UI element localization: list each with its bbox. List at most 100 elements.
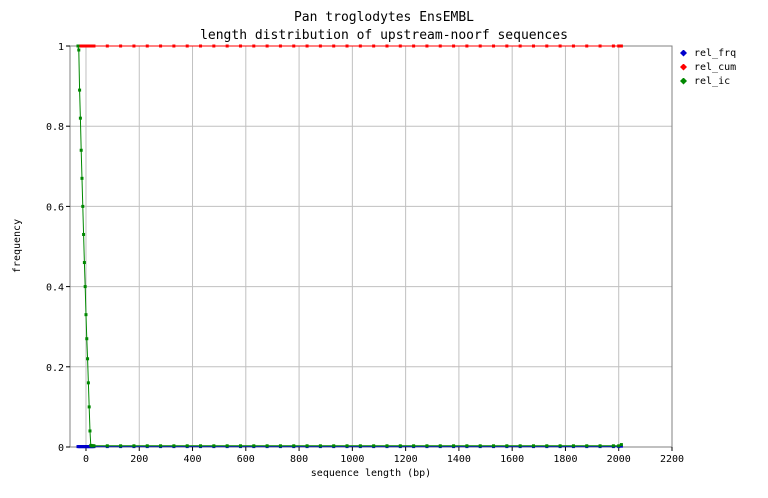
data-point-rel_ic — [88, 429, 92, 433]
x-tick-label: 1000 — [340, 454, 364, 465]
data-point-rel_ic — [398, 444, 402, 448]
data-point-rel_cum — [617, 44, 621, 48]
data-point-rel_ic — [83, 285, 87, 289]
data-point-rel_cum — [505, 44, 509, 48]
data-point-rel_cum — [425, 44, 429, 48]
data-point-rel_ic — [385, 444, 389, 448]
data-point-rel_ic — [80, 176, 84, 180]
data-point-rel_cum — [305, 44, 309, 48]
data-point-rel_ic — [86, 381, 90, 385]
data-point-rel_ic — [145, 444, 149, 448]
series-rel_cum — [76, 44, 623, 48]
data-point-rel_ic — [225, 444, 229, 448]
data-point-rel_ic — [79, 148, 83, 152]
data-point-rel_ic — [87, 405, 91, 409]
data-point-rel_ic — [77, 48, 81, 52]
data-point-rel_cum — [412, 44, 416, 48]
data-point-rel_cum — [385, 44, 389, 48]
data-point-rel_cum — [238, 44, 242, 48]
legend-label: rel_frq — [694, 47, 737, 59]
data-point-rel_cum — [518, 44, 522, 48]
data-point-rel_cum — [332, 44, 336, 48]
data-point-rel_cum — [438, 44, 442, 48]
data-point-rel_ic — [132, 444, 136, 448]
data-point-rel_cum — [105, 44, 109, 48]
data-point-rel_ic — [358, 444, 362, 448]
data-point-rel_ic — [305, 444, 309, 448]
data-point-rel_ic — [372, 444, 376, 448]
data-point-rel_cum — [92, 44, 96, 48]
data-point-rel_ic — [185, 444, 189, 448]
data-point-rel_ic — [518, 444, 522, 448]
data-point-rel_cum — [225, 44, 229, 48]
grid-lines — [70, 45, 673, 448]
data-point-rel_cum — [358, 44, 362, 48]
chart-title: Pan troglodytes EnsEMBL — [293, 10, 474, 25]
data-point-rel_cum — [172, 44, 176, 48]
data-point-rel_cum — [571, 44, 575, 48]
legend-label: rel_cum — [694, 61, 737, 73]
data-point-rel_ic — [84, 313, 88, 317]
data-point-rel_cum — [585, 44, 589, 48]
data-point-rel_ic — [611, 444, 615, 448]
data-point-rel_ic — [438, 444, 442, 448]
data-point-rel_cum — [492, 44, 496, 48]
data-point-rel_cum — [252, 44, 256, 48]
data-point-rel_cum — [318, 44, 322, 48]
data-point-rel_cum — [159, 44, 163, 48]
data-point-rel_ic — [252, 444, 256, 448]
legend-marker-icon — [680, 77, 687, 85]
legend-entry-rel_frq: rel_frq — [680, 46, 736, 60]
y-tick-label: 0.8 — [46, 122, 64, 133]
data-point-rel_ic — [345, 444, 349, 448]
data-point-rel_frq — [619, 444, 623, 448]
legend-label: rel_ic — [694, 75, 731, 87]
legend-marker-icon — [680, 63, 687, 71]
data-point-rel_ic — [265, 444, 269, 448]
data-point-rel_ic — [492, 444, 496, 448]
data-point-rel_ic — [585, 444, 589, 448]
y-axis-label: frequency — [12, 219, 23, 273]
legend-entry-rel_cum: rel_cum — [680, 60, 736, 74]
data-point-rel_ic — [478, 444, 482, 448]
data-point-rel_ic — [199, 444, 203, 448]
data-point-rel_ic — [278, 444, 282, 448]
data-point-rel_ic — [92, 444, 96, 448]
data-point-rel_ic — [292, 444, 296, 448]
data-point-rel_ic — [78, 116, 82, 120]
data-point-rel_cum — [212, 44, 216, 48]
data-point-rel_cum — [199, 44, 203, 48]
data-point-rel_ic — [76, 44, 80, 48]
data-point-rel_cum — [465, 44, 469, 48]
data-point-rel_cum — [619, 44, 623, 48]
x-tick-label: 200 — [130, 454, 148, 465]
plot-area-border — [69, 45, 673, 448]
x-tick-label: 600 — [237, 454, 255, 465]
data-point-rel_ic — [86, 357, 90, 361]
data-point-rel_cum — [598, 44, 602, 48]
y-tick-label: 1 — [58, 42, 64, 53]
data-point-rel_cum — [132, 44, 136, 48]
data-point-rel_cum — [345, 44, 349, 48]
series-line-rel_ic — [77, 45, 622, 447]
x-tick-label: 1200 — [394, 454, 418, 465]
x-tick-label: 1600 — [500, 454, 524, 465]
x-tick-label: 2200 — [660, 454, 684, 465]
series-rel_ic — [76, 44, 623, 448]
y-tick-label: 0.2 — [46, 363, 64, 374]
data-point-rel_ic — [465, 444, 469, 448]
x-axis-label: sequence length (bp) — [311, 468, 431, 479]
y-tick-label: 0 — [58, 443, 64, 454]
data-point-rel_cum — [292, 44, 296, 48]
data-point-rel_ic — [558, 444, 562, 448]
data-point-rel_ic — [105, 444, 109, 448]
series-group — [76, 44, 623, 449]
data-point-rel_ic — [452, 444, 456, 448]
data-point-rel_ic — [238, 444, 242, 448]
data-point-rel_cum — [531, 44, 535, 48]
data-point-rel_cum — [145, 44, 149, 48]
data-point-rel_ic — [571, 444, 575, 448]
data-point-rel_cum — [558, 44, 562, 48]
chart-legend: rel_frq rel_cum rel_ic — [680, 46, 736, 88]
y-tick-label: 0.6 — [46, 202, 64, 213]
